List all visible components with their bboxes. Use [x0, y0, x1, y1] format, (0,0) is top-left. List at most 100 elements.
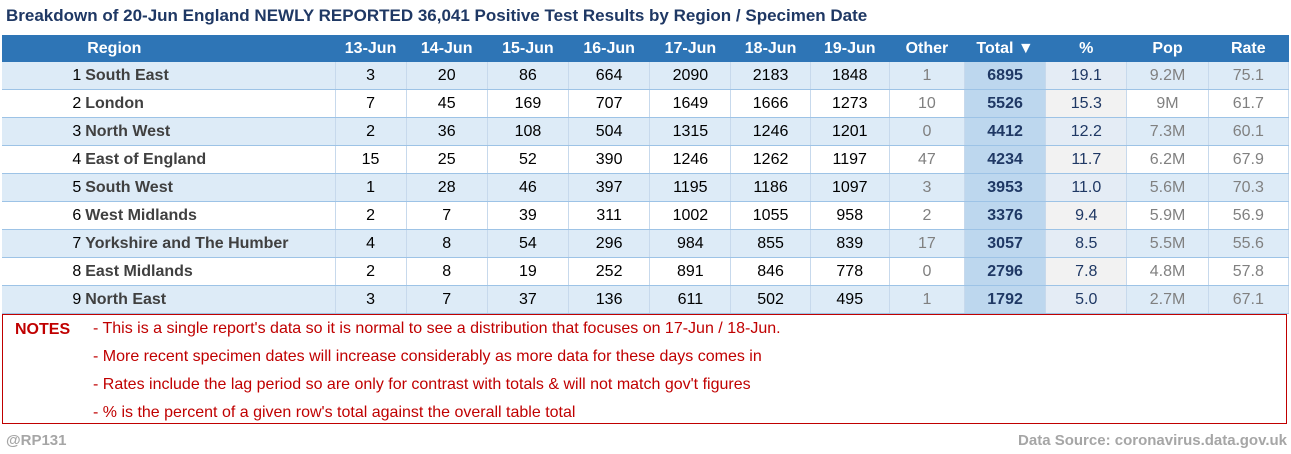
cell-17-jun: 1002 — [649, 201, 732, 230]
cell-14-jun: 20 — [406, 62, 488, 90]
cell-region: East Midlands — [83, 257, 336, 286]
cell-16-jun: 707 — [568, 89, 651, 118]
notes-box: NOTES - This is a single report's data s… — [2, 314, 1287, 424]
cell-region: South West — [83, 173, 336, 202]
cell-18-jun: 1055 — [730, 201, 811, 230]
cell-rank: 6 — [2, 201, 84, 230]
cell-16-jun: 664 — [568, 62, 651, 90]
cell-15-jun: 86 — [487, 62, 570, 90]
cell-region: South East — [83, 62, 336, 90]
cell-rank: 2 — [2, 89, 84, 118]
cell-17-jun: 611 — [649, 285, 732, 314]
cell-other: 0 — [889, 257, 965, 286]
cell-rank: 7 — [2, 229, 84, 258]
cell-total: 4234 — [964, 145, 1047, 174]
cell-14-jun: 8 — [406, 229, 488, 258]
cell-13-jun: 2 — [335, 201, 407, 230]
cell-pct: 7.8 — [1045, 257, 1128, 286]
cell-16-jun: 136 — [568, 285, 651, 314]
cell-17-jun: 891 — [649, 257, 732, 286]
cell-pop: 2.7M — [1126, 285, 1209, 314]
data-source: Data Source: coronavirus.data.gov.uk — [1018, 432, 1287, 449]
cell-pct: 12.2 — [1045, 117, 1128, 146]
col-header-17-jun: 17-Jun — [649, 35, 731, 62]
col-header-rate: Rate — [1208, 35, 1289, 62]
cell-total: 4412 — [964, 117, 1047, 146]
col-header-15-jun: 15-Jun — [487, 35, 569, 62]
cell-15-jun: 46 — [487, 173, 570, 202]
cell-13-jun: 15 — [335, 145, 407, 174]
cell-14-jun: 25 — [406, 145, 488, 174]
notes-label: NOTES — [15, 321, 71, 338]
cell-16-jun: 504 — [568, 117, 651, 146]
cell-13-jun: 3 — [335, 285, 407, 314]
cell-13-jun: 2 — [335, 257, 407, 286]
cell-17-jun: 1315 — [649, 117, 732, 146]
table-row: 6 West Midlands 2 7 39 311 1002 1055 958 2 3376 9.4… — [2, 201, 1290, 230]
cell-15-jun: 169 — [487, 89, 570, 118]
cell-pct: 5.0 — [1045, 285, 1128, 314]
cell-19-jun: 958 — [810, 201, 890, 230]
cell-15-jun: 39 — [487, 201, 570, 230]
cell-region: North West — [83, 117, 336, 146]
cell-rate: 61.7 — [1208, 89, 1290, 118]
cell-19-jun: 839 — [810, 229, 890, 258]
cell-rate: 55.6 — [1208, 229, 1290, 258]
cell-rate: 75.1 — [1208, 62, 1290, 90]
note-line: - Rates include the lag period so are on… — [93, 376, 751, 393]
cell-19-jun: 1848 — [810, 62, 890, 90]
cell-pct: 19.1 — [1045, 62, 1128, 90]
table-row: 8 East Midlands 2 8 19 252 891 846 778 0 2796 7.8 4.… — [2, 257, 1290, 286]
cell-pct: 11.0 — [1045, 173, 1128, 202]
cell-14-jun: 8 — [406, 257, 488, 286]
cell-18-jun: 1262 — [730, 145, 811, 174]
page-title: Breakdown of 20-Jun England NEWLY REPORT… — [6, 6, 868, 25]
cell-19-jun: 1201 — [810, 117, 890, 146]
note-line: - More recent specimen dates will increa… — [93, 348, 762, 365]
table-row: 1 South East 3 20 86 664 2090 2183 1848 1 6895 19.1… — [2, 62, 1290, 90]
col-header-16-jun: 16-Jun — [568, 35, 650, 62]
cell-18-jun: 1246 — [730, 117, 811, 146]
cell-pop: 6.2M — [1126, 145, 1209, 174]
cell-14-jun: 7 — [406, 285, 488, 314]
cell-other: 1 — [889, 285, 965, 314]
cell-14-jun: 36 — [406, 117, 488, 146]
cell-19-jun: 1097 — [810, 173, 890, 202]
cell-other: 17 — [889, 229, 965, 258]
cell-14-jun: 7 — [406, 201, 488, 230]
col-header-pct: % — [1045, 35, 1127, 62]
cell-15-jun: 19 — [487, 257, 570, 286]
cell-rank: 1 — [2, 62, 84, 90]
cell-13-jun: 7 — [335, 89, 407, 118]
cell-18-jun: 502 — [730, 285, 811, 314]
table-row: 2 London 7 45 169 707 1649 1666 1273 10 5526 15.3 9M… — [2, 89, 1290, 118]
cell-16-jun: 296 — [568, 229, 651, 258]
cell-19-jun: 495 — [810, 285, 890, 314]
region-table: Region 13-Jun 14-Jun 15-Jun 16-Jun 17-Jun 18-J… — [2, 35, 1290, 314]
cell-18-jun: 2183 — [730, 62, 811, 90]
cell-14-jun: 45 — [406, 89, 488, 118]
cell-13-jun: 3 — [335, 62, 407, 90]
col-header-13-jun: 13-Jun — [335, 35, 407, 62]
cell-pop: 7.3M — [1126, 117, 1209, 146]
cell-rate: 70.3 — [1208, 173, 1290, 202]
table-row: 9 North East 3 7 37 136 611 502 495 1 1792 5.0 2.7M 6… — [2, 285, 1290, 314]
col-header-14-jun: 14-Jun — [406, 35, 488, 62]
col-header-18-jun: 18-Jun — [730, 35, 811, 62]
cell-14-jun: 28 — [406, 173, 488, 202]
cell-region: East of England — [83, 145, 336, 174]
cell-17-jun: 984 — [649, 229, 732, 258]
cell-pct: 11.7 — [1045, 145, 1128, 174]
cell-pct: 15.3 — [1045, 89, 1128, 118]
cell-19-jun: 1197 — [810, 145, 890, 174]
cell-18-jun: 1186 — [730, 173, 811, 202]
cell-other: 47 — [889, 145, 965, 174]
cell-17-jun: 1649 — [649, 89, 732, 118]
cell-16-jun: 311 — [568, 201, 651, 230]
cell-16-jun: 390 — [568, 145, 651, 174]
table-row: 4 East of England 15 25 52 390 1246 1262 1197 47 4… — [2, 145, 1290, 174]
cell-13-jun: 1 — [335, 173, 407, 202]
cell-17-jun: 1195 — [649, 173, 732, 202]
cell-region: West Midlands — [83, 201, 336, 230]
cell-18-jun: 1666 — [730, 89, 811, 118]
